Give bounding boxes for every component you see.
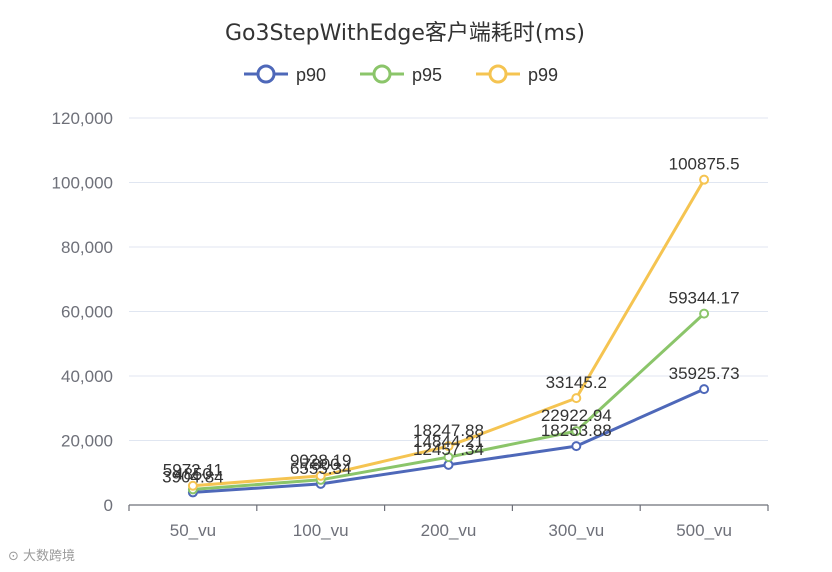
legend-marker-icon — [488, 64, 508, 84]
data-point-p99[interactable] — [571, 393, 582, 404]
data-label-p95: 14844.21 — [413, 432, 484, 451]
data-label-p95: 59344.17 — [669, 289, 740, 308]
watermark-text: 大数跨境 — [23, 549, 76, 564]
y-axis-ticks: 0 20,000 40,000 60,000 80,000 100,000 120,000 — [52, 109, 113, 515]
legend-item-p90[interactable]: p90 — [244, 64, 326, 85]
data-point-p99[interactable] — [443, 441, 454, 452]
chart-title: Go3StepWithEdge客户端耗时(ms) — [225, 21, 585, 46]
legend-label: p90 — [296, 65, 326, 85]
x-tick-label: 50_vu — [170, 521, 216, 540]
data-point-p95[interactable] — [699, 308, 710, 319]
data-labels: 3904.84 6555.34 12457.34 18253.88 35925.73 48… — [162, 155, 739, 487]
data-label-p90: 3904.84 — [162, 467, 223, 486]
data-label-p90: 6555.34 — [290, 459, 351, 478]
legend-marker-icon — [256, 64, 276, 84]
data-label-p95: 7800 — [302, 455, 340, 474]
data-label-p99: 9028.19 — [290, 451, 351, 470]
legend-item-p95[interactable]: p95 — [360, 64, 442, 85]
series-lines[interactable] — [187, 174, 710, 498]
legend-item-p99[interactable]: p99 — [476, 64, 558, 85]
legend-label: p95 — [412, 65, 442, 85]
data-point-p99[interactable] — [699, 174, 710, 185]
data-point-p95[interactable] — [443, 452, 454, 463]
y-tick-label: 20,000 — [61, 432, 113, 451]
y-tick-label: 60,000 — [61, 303, 113, 322]
x-tick-label: 300_vu — [548, 521, 604, 540]
data-point-p90[interactable] — [699, 384, 710, 395]
data-label-p99: 18247.88 — [413, 421, 484, 440]
y-tick-label: 120,000 — [52, 109, 113, 128]
data-label-p99: 5972.11 — [163, 461, 223, 480]
watermark-logo-icon: ⊙ — [8, 549, 19, 564]
data-label-p90: 35925.73 — [669, 364, 740, 383]
x-tick-label: 500_vu — [676, 521, 732, 540]
data-point-p90[interactable] — [571, 441, 582, 452]
x-tick-label: 200_vu — [421, 521, 477, 540]
y-tick-label: 40,000 — [61, 367, 113, 386]
data-point-p99[interactable] — [315, 470, 326, 481]
y-tick-label: 0 — [104, 496, 113, 515]
grid-lines — [129, 117, 768, 441]
data-point-p95[interactable] — [571, 426, 582, 437]
y-tick-label: 100,000 — [52, 174, 113, 193]
legend[interactable]: p90 p95 p99 — [244, 64, 558, 85]
y-tick-label: 80,000 — [61, 238, 113, 257]
data-label-p95: 22922.94 — [541, 406, 612, 425]
data-label-p95: 4850 — [174, 464, 212, 483]
data-point-p99[interactable] — [187, 480, 198, 491]
data-label-p99: 100875.5 — [669, 155, 740, 174]
watermark: ⊙ 大数跨境 — [8, 545, 75, 564]
data-label-p90: 18253.88 — [541, 421, 612, 440]
legend-label: p99 — [528, 65, 558, 85]
x-axis: 50_vu 100_vu 200_vu 300_vu 500_vu — [128, 504, 769, 540]
x-tick-label: 100_vu — [293, 521, 349, 540]
legend-marker-icon — [372, 64, 392, 84]
data-label-p90: 12457.34 — [413, 440, 484, 459]
data-label-p99: 33145.2 — [546, 373, 607, 392]
